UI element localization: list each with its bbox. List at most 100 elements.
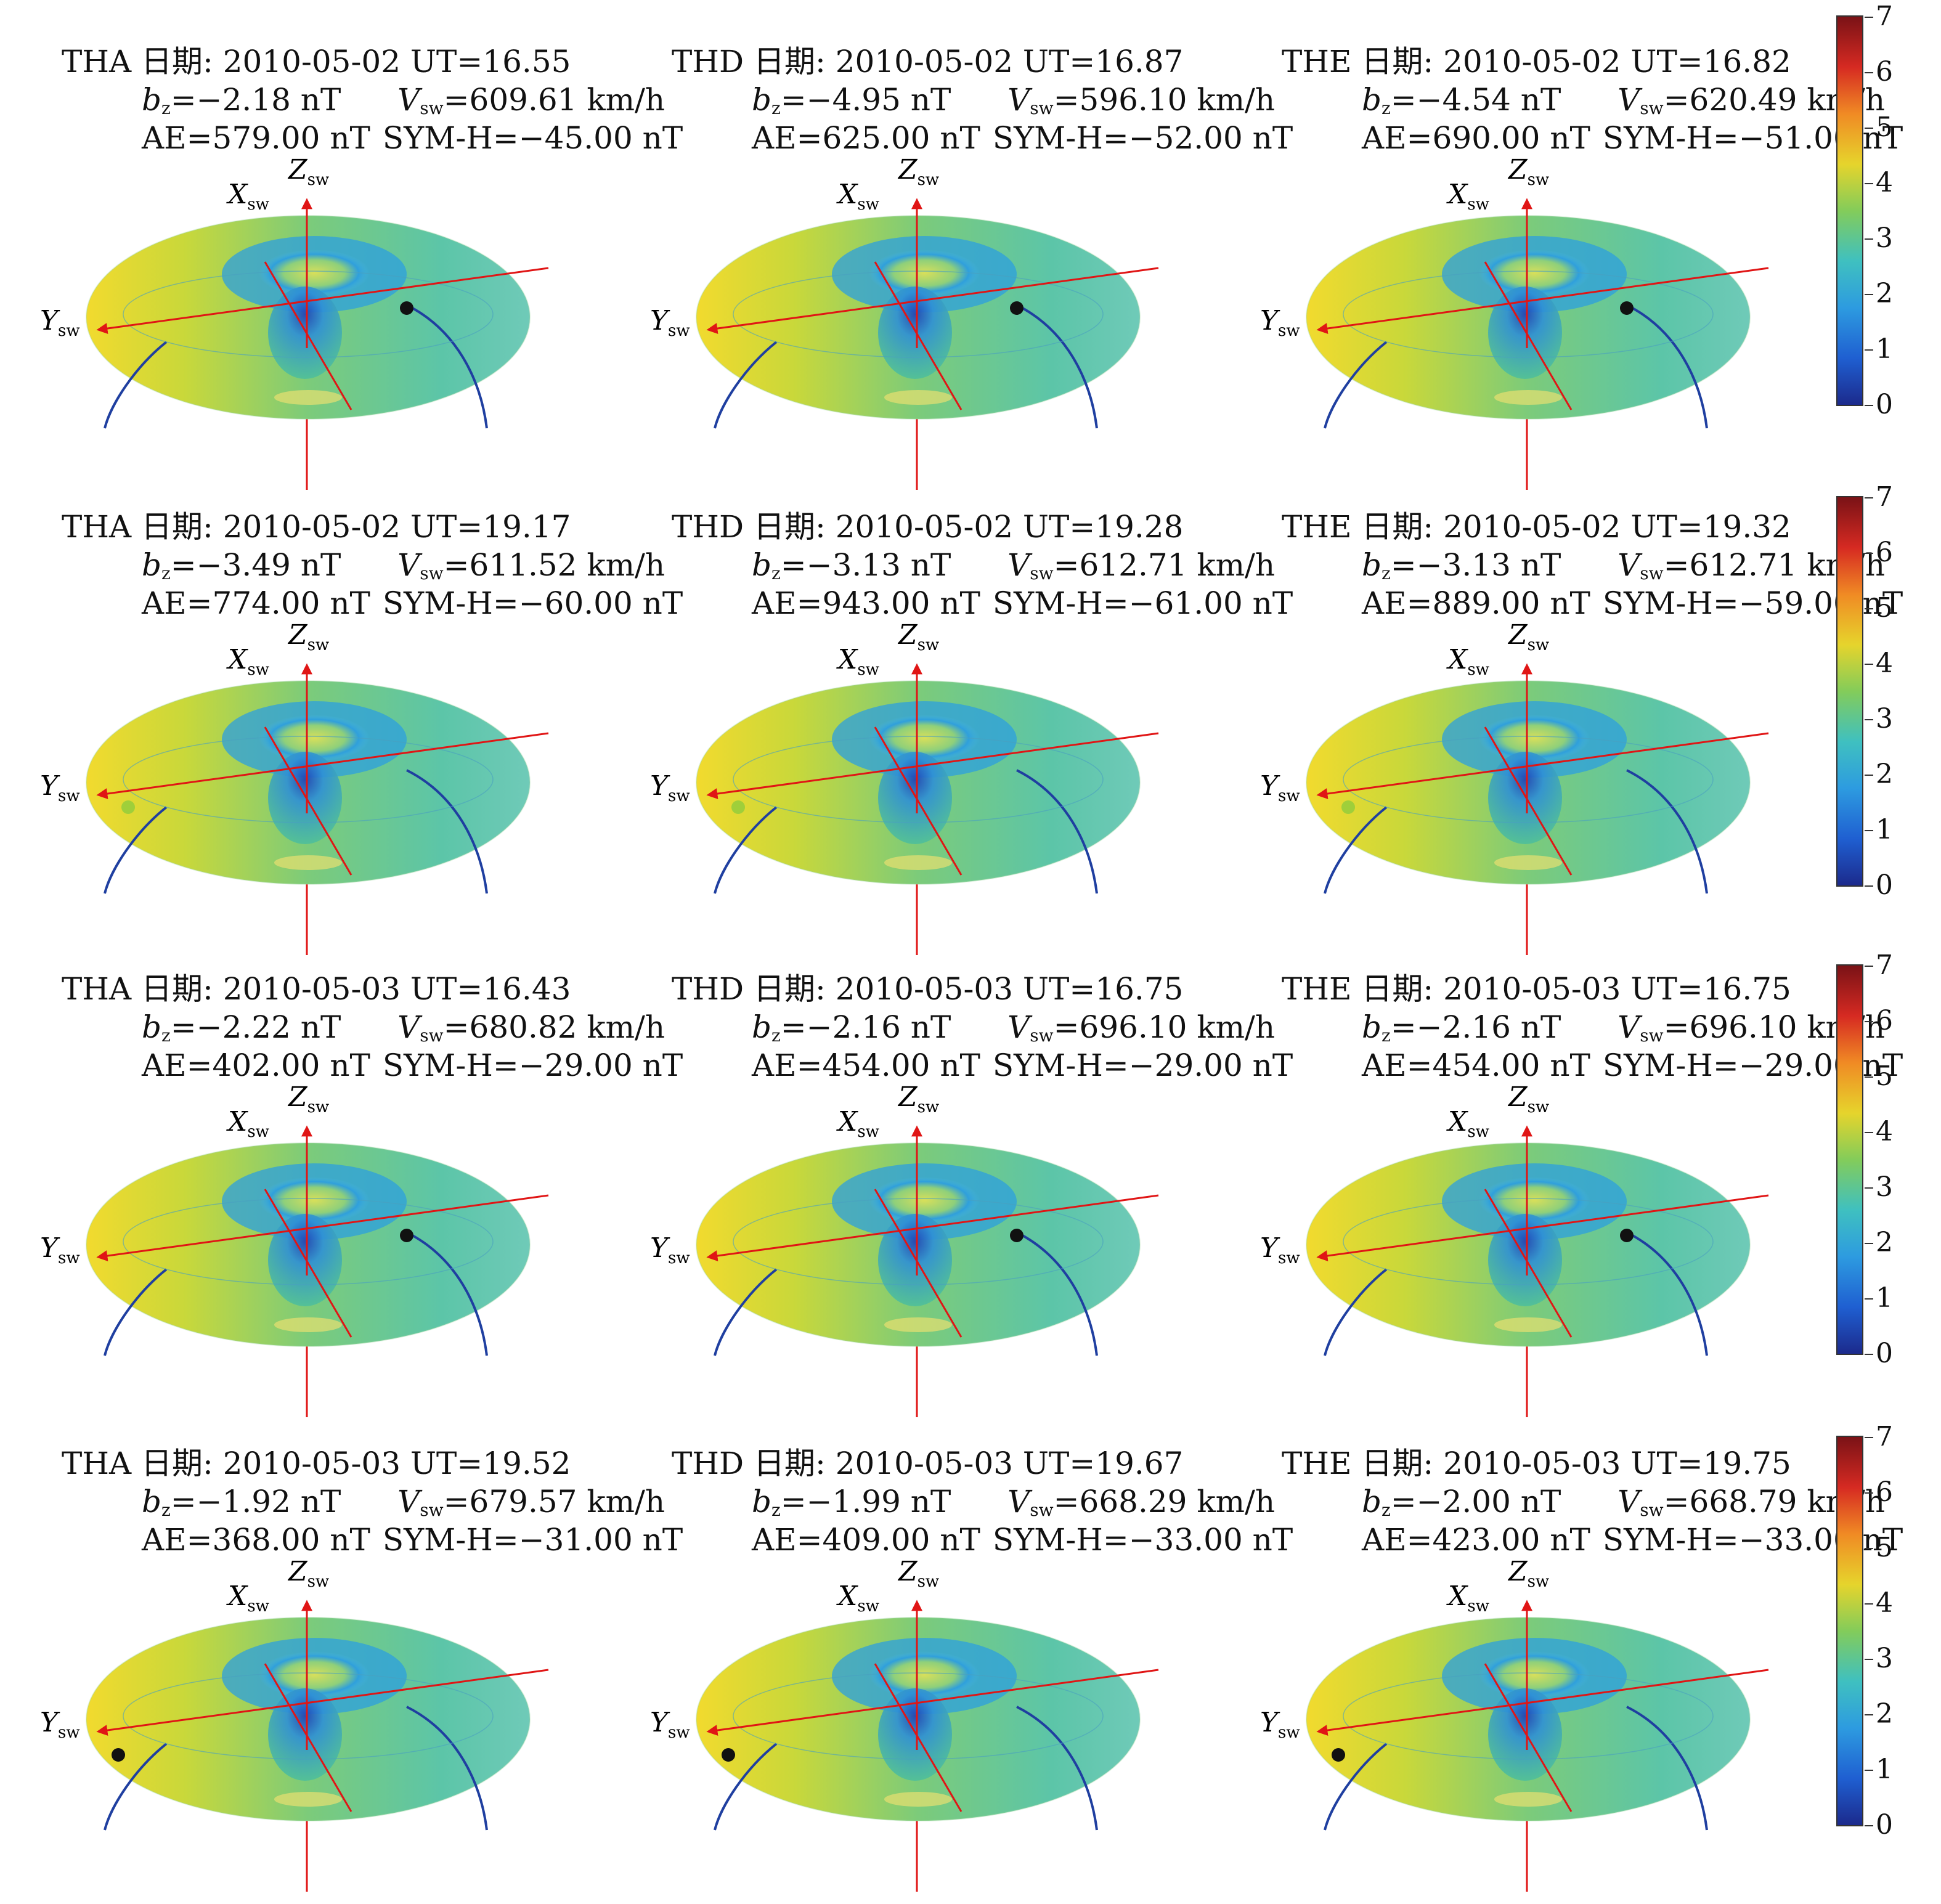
y-axis-label: Ysw xyxy=(40,1707,80,1742)
colorbar-tick-label: 6 xyxy=(1876,1005,1893,1036)
colorbar-tick-label: 1 xyxy=(1876,1282,1893,1314)
bz-subscript: z xyxy=(771,563,781,584)
z-axis-label: Zsw xyxy=(897,1556,939,1591)
colorbar: 0 1 2 3 4 5 6 7 xyxy=(1836,1423,1893,1839)
ae-index: AE=402.00 nT xyxy=(142,1048,370,1083)
solar-wind-params: bz=−3.13 nT Vsw=612.71 km/h xyxy=(1362,550,1885,582)
colorbar-tick-label: 1 xyxy=(1876,333,1893,365)
orbit-right xyxy=(1626,1706,1708,1831)
panel-title: THA 日期: 2010-05-03 UT=19.52 xyxy=(62,1448,571,1479)
earth-sphere xyxy=(1488,1214,1562,1306)
ut-value: UT=19.75 xyxy=(1630,1446,1791,1481)
colorbar-tick-label: 3 xyxy=(1876,1643,1893,1674)
geomagnetic-indices: AE=690.00 nT SYM-H=−51.00 nT xyxy=(1362,123,1903,153)
y-axis xyxy=(1316,1194,1769,1261)
ut-value: UT=19.52 xyxy=(410,1446,571,1481)
date-value: 2010-05-02 xyxy=(1443,509,1621,545)
solar-wind-params: bz=−3.13 nT Vsw=612.71 km/h xyxy=(752,550,1275,582)
torus-scene: Xsw Zsw Ysw xyxy=(650,1081,1159,1417)
colorbar-tick-label: 0 xyxy=(1876,1338,1893,1369)
torus-panel: THD 日期: 2010-05-03 UT=19.67 bz=−1.99 nT … xyxy=(650,1448,1293,1904)
vsw-symbol: V xyxy=(397,547,420,583)
vsw-subscript: sw xyxy=(1640,563,1664,584)
z-axis-label: Zsw xyxy=(1507,1081,1549,1117)
orbit-left xyxy=(104,1743,168,1831)
colorbar-tick-label: 4 xyxy=(1876,167,1893,198)
colorbar-tick xyxy=(1865,1243,1873,1244)
colorbar-tick-label: 2 xyxy=(1876,1227,1893,1258)
satellite-marker xyxy=(112,1748,125,1762)
ut-value: UT=16.82 xyxy=(1630,44,1791,79)
vsw-symbol: V xyxy=(397,82,420,118)
date-label: 日期: xyxy=(140,1446,213,1481)
colorbar-tick-label: 7 xyxy=(1876,1,1893,32)
torus-scene: Xsw Zsw Ysw xyxy=(40,154,549,490)
bz-subscript: z xyxy=(1381,563,1391,584)
date-label: 日期: xyxy=(1361,44,1434,79)
geomagnetic-indices: AE=943.00 nT SYM-H=−61.00 nT xyxy=(752,588,1293,619)
symh-index: SYM-H=−33.00 nT xyxy=(992,1522,1293,1558)
z-axis-label: Zsw xyxy=(1507,1556,1549,1591)
symh-index: SYM-H=−60.00 nT xyxy=(382,585,683,621)
colorbar-tick-label: 6 xyxy=(1876,56,1893,87)
orbit-right xyxy=(1016,769,1098,894)
vsw-symbol: V xyxy=(1618,1484,1640,1520)
colorbar-tick xyxy=(1865,349,1873,351)
date-value: 2010-05-02 xyxy=(222,44,401,79)
solar-wind-params: bz=−2.22 nT Vsw=680.82 km/h xyxy=(142,1012,665,1044)
satellite-marker xyxy=(121,800,135,814)
ut-value: UT=16.55 xyxy=(410,44,571,79)
satellite-marker xyxy=(722,1748,735,1762)
y-axis xyxy=(706,1194,1159,1261)
vsw-value: =680.82 km/h xyxy=(443,1009,665,1045)
bz-value: =−2.16 nT xyxy=(780,1009,951,1045)
torus-scene: Xsw Zsw Ysw xyxy=(650,1556,1159,1892)
torus-hole xyxy=(1479,1651,1590,1698)
z-axis-label: Zsw xyxy=(287,1081,329,1117)
colorbar-tick xyxy=(1865,128,1873,129)
probe-name: THD xyxy=(672,971,744,1007)
x-axis xyxy=(874,726,962,876)
bz-symbol: b xyxy=(142,82,162,118)
geomagnetic-indices: AE=774.00 nT SYM-H=−60.00 nT xyxy=(142,588,683,619)
orbit-right xyxy=(1626,1231,1708,1356)
colorbar-tick xyxy=(1865,1548,1873,1549)
probe-name: THE xyxy=(1282,44,1352,79)
torus-panel: THA 日期: 2010-05-03 UT=19.52 bz=−1.92 nT … xyxy=(40,1448,683,1904)
colorbar-tick-label: 3 xyxy=(1876,1171,1893,1203)
satellite-marker xyxy=(1620,1229,1634,1242)
y-axis-label: Ysw xyxy=(1260,770,1300,805)
torus-scene: Xsw Zsw Ysw xyxy=(1260,1081,1769,1417)
bz-value: =−1.99 nT xyxy=(780,1484,951,1520)
vsw-value: =612.71 km/h xyxy=(1053,547,1276,583)
y-axis-label: Ysw xyxy=(40,305,80,340)
bz-symbol: b xyxy=(752,1009,772,1045)
solar-wind-params: bz=−2.18 nT Vsw=609.61 km/h xyxy=(142,84,665,117)
colorbar-tick xyxy=(1865,830,1873,831)
panel-title: THD 日期: 2010-05-02 UT=19.28 xyxy=(672,511,1183,542)
date-value: 2010-05-03 xyxy=(222,1446,401,1481)
colorbar-tick xyxy=(1865,1659,1873,1660)
bz-symbol: b xyxy=(752,547,772,583)
panel-title: THD 日期: 2010-05-03 UT=19.67 xyxy=(672,1448,1183,1479)
colorbar-tick xyxy=(1865,1603,1873,1605)
ut-value: UT=19.17 xyxy=(410,509,571,545)
colorbar-tick xyxy=(1865,775,1873,776)
vsw-subscript: sw xyxy=(1030,1500,1054,1520)
ae-index: AE=423.00 nT xyxy=(1362,1522,1590,1558)
bz-symbol: b xyxy=(1362,1009,1382,1045)
panel-title: THD 日期: 2010-05-03 UT=16.75 xyxy=(672,974,1183,1004)
colorbar-tick xyxy=(1865,1825,1873,1826)
torus-hole xyxy=(259,715,370,762)
colorbar-tick-label: 1 xyxy=(1876,814,1893,845)
bz-value: =−2.22 nT xyxy=(170,1009,341,1045)
y-axis-label: Ysw xyxy=(650,1707,690,1742)
colorbar-tick xyxy=(1865,1770,1873,1771)
bz-value: =−3.13 nT xyxy=(780,547,951,583)
geomagnetic-indices: AE=368.00 nT SYM-H=−31.00 nT xyxy=(142,1524,683,1555)
earth-sphere xyxy=(268,1214,342,1306)
satellite-marker xyxy=(400,1229,413,1242)
torus-hole xyxy=(869,250,980,296)
panel-title: THE 日期: 2010-05-03 UT=19.75 xyxy=(1282,1448,1791,1479)
symh-index: SYM-H=−31.00 nT xyxy=(382,1522,683,1558)
